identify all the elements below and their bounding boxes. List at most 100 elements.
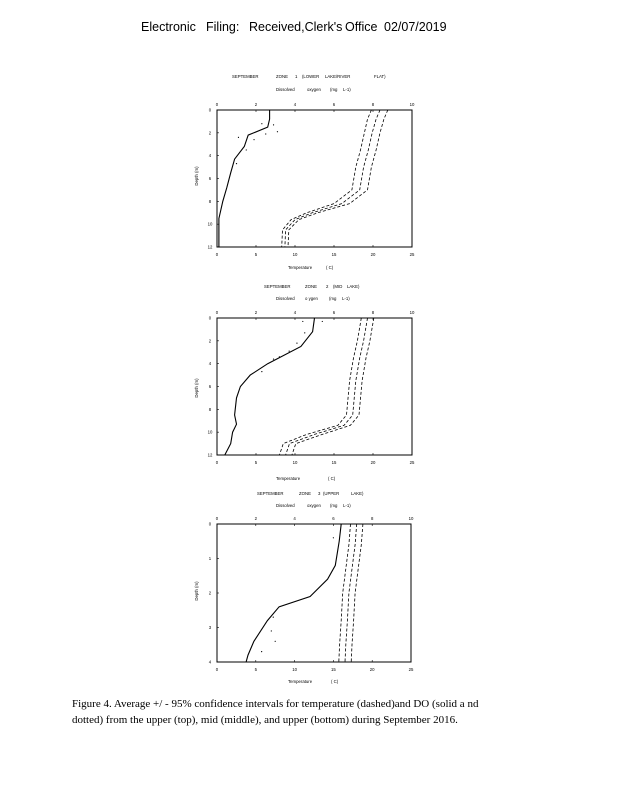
figure-zone-2: SEPTEMBER ZONE 2 (MID LAKE) Dissolved o …: [0, 280, 618, 490]
depth-tick-label: 6: [209, 176, 212, 181]
do-axis-label-part: Dissolved: [276, 296, 295, 301]
do-dot-point: [302, 320, 304, 323]
do-axis-label-part: oxygen: [307, 503, 321, 508]
depth-tick-label: 8: [209, 407, 212, 412]
temperature-ci-line: [281, 109, 372, 248]
temp-tick-label: 15: [332, 252, 337, 257]
depth-tick-label: 8: [209, 199, 212, 204]
do-dot-point: [332, 537, 334, 539]
do-axis-label-part: L-1): [343, 87, 351, 92]
do-dot-point: [253, 139, 255, 141]
temp-axis-label-part: ( C): [326, 265, 334, 270]
depth-tick-label: 3: [209, 625, 212, 630]
chart-title-part: LAKE/RIVER: [325, 74, 350, 79]
temp-tick-label: 5: [255, 667, 258, 672]
depth-tick-label: 0: [209, 522, 212, 527]
depth-tick-label: 10: [208, 430, 213, 435]
do-axis-label-part: oxygen: [307, 87, 321, 92]
chart-title-part: ZONE: [299, 491, 311, 496]
do-tick-label: 2: [255, 516, 258, 521]
depth-tick-label: 4: [209, 660, 212, 665]
temp-axis-label-part: Temperature: [288, 679, 313, 684]
chart-zone-1: SEPTEMBER ZONE 1 (LOWER LAKE/RIVER FLAT)…: [194, 74, 415, 270]
temp-axis-label-part: Temperature: [288, 265, 313, 270]
do-tick-label: 10: [409, 516, 414, 521]
depth-tick-label: 6: [209, 384, 212, 389]
do-tick-label: 2: [255, 310, 258, 315]
plot-area: 0 2 4 6 8 10 0 5 10 15 20 25 0 2 4 6 8 10 12: [208, 310, 415, 465]
do-tick-label: 4: [294, 102, 297, 107]
depth-tick-label: 10: [208, 222, 213, 227]
do-tick-label: 10: [410, 102, 415, 107]
do-axis-label-part: (mg: [329, 296, 337, 301]
chart-title-part: SEPTEMBER: [232, 74, 259, 79]
depth-tick-label: 4: [209, 153, 212, 158]
temp-tick-label: 5: [255, 252, 258, 257]
y-axis-label: Depth (m): [194, 581, 199, 601]
temp-tick-label: 25: [409, 667, 414, 672]
temp-tick-label: 15: [332, 460, 337, 465]
do-axis-label-part: o ygen: [305, 296, 319, 301]
header-part: 02/07/2019: [384, 20, 447, 34]
do-dot-point: [276, 131, 279, 133]
temp-tick-label: 10: [292, 667, 297, 672]
temperature-ci-line: [285, 317, 368, 456]
do-tick-label: 2: [255, 102, 258, 107]
do-dot-point: [278, 356, 280, 358]
depth-tick-label: 4: [209, 361, 212, 366]
header-part: Received,Clerk's: [249, 20, 343, 34]
chart-title-part: ZONE: [276, 74, 288, 79]
do-tick-label: 10: [410, 310, 415, 315]
depth-tick-label: 1: [209, 556, 212, 561]
do-tick-label: 0: [216, 102, 219, 107]
do-tick-label: 0: [216, 516, 219, 521]
do-dot-point: [261, 651, 263, 653]
depth-tick-label: 12: [208, 453, 213, 458]
figure-caption: Figure 4. Average +/ - 95% confidence in…: [72, 696, 522, 728]
do-dot-point: [272, 358, 275, 360]
temp-tick-label: 20: [371, 252, 376, 257]
chart-title-part: (UPPER: [323, 491, 339, 496]
chart-title-part: (MID: [333, 284, 342, 289]
do-dot-point: [272, 616, 274, 618]
figure-zone-3: SEPTEMBER ZONE 3 (UPPER LAKE) Dissolved …: [0, 488, 618, 693]
temp-tick-label: 20: [370, 667, 375, 672]
depth-tick-label: 0: [209, 316, 212, 321]
do-dot-point: [272, 124, 275, 126]
caption-line: Figure 4. Average +/ - 95% confidence in…: [72, 698, 479, 710]
do-mean-line: [245, 523, 342, 663]
chart-zone-3: SEPTEMBER ZONE 3 (UPPER LAKE) Dissolved …: [194, 491, 414, 684]
plot-frame: [216, 109, 413, 248]
do-axis-label-part: Dissolved: [276, 87, 295, 92]
temp-tick-label: 20: [371, 460, 376, 465]
chart-title-part: LAKE): [347, 284, 360, 289]
temp-tick-label: 25: [410, 252, 415, 257]
do-tick-label: 4: [294, 310, 297, 315]
do-axis-label-part: L-1): [343, 503, 351, 508]
temp-tick-label: 0: [216, 252, 219, 257]
do-dot-point: [274, 640, 276, 642]
chart-title-part: 1: [295, 74, 298, 79]
do-tick-label: 8: [372, 102, 375, 107]
depth-tick-label: 2: [209, 130, 212, 135]
temp-tick-label: 5: [255, 460, 258, 465]
plot-area: 0 2 4 6 8 10 0 5 10 15 20 25 0 2 4 6 8 10 12: [208, 102, 415, 257]
temp-tick-label: 0: [216, 460, 219, 465]
temp-axis-label-part: Temperature: [276, 476, 301, 481]
do-dot-point: [245, 149, 247, 151]
temperature-ci-line: [338, 523, 351, 663]
do-tick-label: 6: [333, 310, 336, 315]
do-tick-label: 6: [333, 102, 336, 107]
do-axis-label-part: (mg: [330, 503, 338, 508]
do-axis-label-part: (mg: [330, 87, 338, 92]
y-axis-label: Depth (m): [194, 166, 199, 186]
chart-zone-2: SEPTEMBER ZONE 2 (MID LAKE) Dissolved o …: [194, 284, 415, 481]
do-dot-point: [304, 332, 306, 334]
temperature-ci-line: [279, 317, 362, 456]
header-part: Filing:: [206, 20, 240, 34]
header-part: Electronic: [141, 20, 196, 34]
caption-line: dotted) from the upper (top), mid (middl…: [72, 714, 458, 726]
temp-tick-label: 25: [410, 460, 415, 465]
do-dot-point: [270, 630, 272, 632]
depth-tick-label: 0: [209, 108, 212, 113]
